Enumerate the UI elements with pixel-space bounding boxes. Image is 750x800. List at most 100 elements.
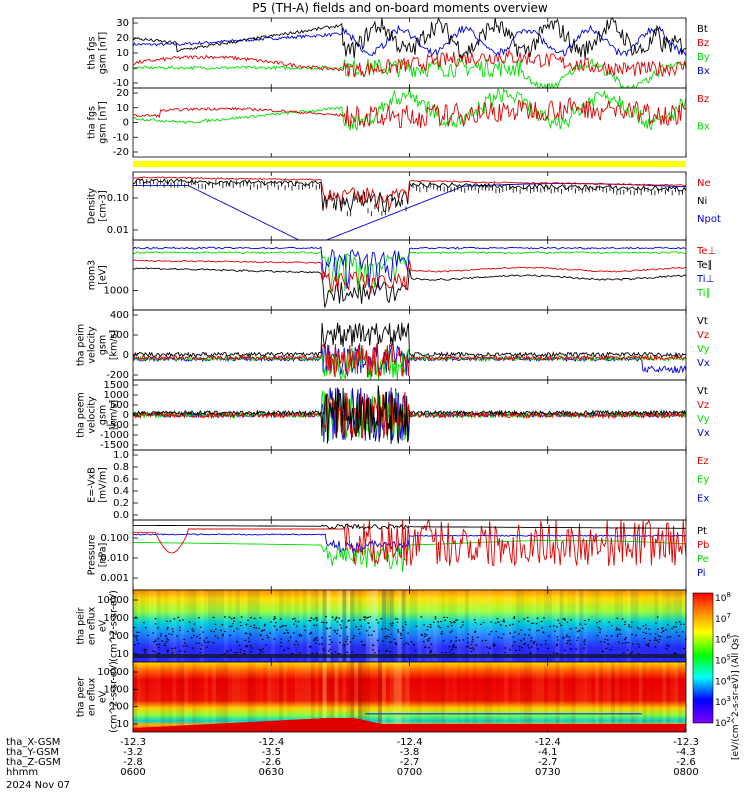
spectrogram-stripe bbox=[152, 662, 157, 732]
spectrogram-stripe bbox=[314, 662, 319, 732]
low-count-pixel bbox=[413, 644, 415, 646]
low-count-pixel bbox=[262, 648, 264, 650]
low-count-pixel bbox=[261, 629, 264, 631]
low-count-pixel bbox=[314, 642, 317, 644]
spectrogram-stripe bbox=[239, 662, 244, 732]
spectrogram-stripe bbox=[338, 590, 343, 662]
low-count-pixel bbox=[399, 632, 402, 634]
spectrogram-stripe bbox=[267, 662, 272, 732]
spectrogram-stripe bbox=[469, 662, 473, 732]
low-count-pixel bbox=[450, 622, 453, 624]
low-count-pixel bbox=[449, 651, 451, 653]
panel-1: 30 20 10 0 -10 tha fgs gsm [nT] Bt Bz By Bx bbox=[87, 16, 710, 90]
low-count-pixel bbox=[654, 646, 657, 648]
low-count-pixel bbox=[390, 633, 392, 635]
low-count-pixel bbox=[509, 649, 511, 651]
low-count-pixel bbox=[173, 618, 176, 620]
low-count-pixel bbox=[599, 641, 602, 643]
y-tick-label: 0 bbox=[123, 118, 129, 129]
series-Vt-line bbox=[132, 322, 686, 358]
low-count-pixel bbox=[339, 641, 341, 644]
low-count-pixel bbox=[323, 621, 325, 624]
low-count-pixel bbox=[293, 644, 296, 646]
ephemeris-value: 0700 bbox=[397, 767, 422, 778]
low-count-pixel bbox=[190, 637, 193, 639]
spectrogram-stripe bbox=[373, 590, 378, 662]
low-count-pixel bbox=[368, 626, 371, 628]
low-count-pixel bbox=[649, 639, 651, 642]
low-count-pixel bbox=[481, 640, 484, 642]
spectrogram-stripe bbox=[346, 662, 351, 732]
low-count-pixel bbox=[182, 619, 184, 621]
low-count-pixel bbox=[152, 650, 154, 652]
low-count-pixel bbox=[270, 621, 272, 623]
low-count-pixel bbox=[346, 638, 348, 640]
spectrogram-stripe bbox=[425, 590, 430, 662]
low-count-pixel bbox=[245, 645, 247, 647]
low-count-pixel bbox=[154, 651, 156, 653]
spectrogram-stripe bbox=[555, 662, 560, 732]
low-count-pixel bbox=[204, 641, 206, 644]
y-tick-label: 20 bbox=[116, 33, 129, 44]
low-count-pixel bbox=[666, 636, 669, 638]
low-count-pixel bbox=[598, 626, 600, 629]
spectrogram-stripe bbox=[476, 590, 481, 662]
spectrogram-stripe bbox=[670, 590, 675, 662]
low-count-pixel bbox=[196, 636, 198, 638]
low-count-pixel bbox=[334, 619, 336, 621]
low-count-pixel bbox=[658, 638, 661, 641]
low-count-pixel bbox=[423, 624, 425, 626]
low-count-pixel bbox=[455, 619, 457, 621]
low-count-pixel bbox=[474, 622, 477, 624]
spectrogram-stripe bbox=[279, 662, 284, 732]
low-count-pixel bbox=[273, 618, 275, 620]
series-Te-line bbox=[133, 267, 687, 308]
series-Bz-line bbox=[132, 96, 687, 129]
spectrogram-stripe bbox=[429, 662, 433, 732]
low-count-pixel bbox=[530, 637, 533, 639]
low-count-pixel bbox=[372, 644, 374, 646]
low-count-pixel bbox=[274, 617, 276, 619]
low-count-pixel bbox=[568, 636, 571, 638]
spectrogram-stripe bbox=[136, 662, 141, 732]
low-count-pixel bbox=[456, 619, 459, 621]
low-count-pixel bbox=[405, 642, 408, 644]
low-count-pixel bbox=[497, 621, 499, 623]
low-count-pixel bbox=[471, 636, 474, 638]
y-axis-label: [mV/m] bbox=[98, 467, 109, 503]
low-count-pixel bbox=[165, 635, 167, 637]
low-count-pixel bbox=[346, 636, 349, 638]
spectrogram-stripe bbox=[370, 662, 374, 732]
low-count-pixel bbox=[249, 625, 252, 627]
series-Bx-line bbox=[132, 87, 687, 132]
low-count-pixel bbox=[648, 643, 650, 645]
low-count-pixel bbox=[364, 616, 366, 618]
spectrogram-stripe bbox=[654, 662, 658, 732]
low-count-pixel bbox=[581, 627, 584, 629]
low-count-pixel bbox=[206, 646, 208, 648]
low-count-pixel bbox=[293, 623, 295, 625]
series-Ne-line bbox=[133, 176, 687, 210]
spectrogram-stripe bbox=[441, 662, 446, 732]
low-count-pixel bbox=[584, 620, 586, 622]
low-count-pixel bbox=[222, 635, 224, 637]
low-count-pixel bbox=[445, 651, 447, 654]
spectrogram-stripe bbox=[271, 662, 276, 732]
low-count-pixel bbox=[655, 622, 657, 624]
low-count-pixel bbox=[293, 617, 296, 620]
low-count-pixel bbox=[488, 648, 491, 650]
low-count-pixel bbox=[462, 624, 464, 626]
low-count-pixel bbox=[596, 622, 598, 624]
legend-Bx-label: Bx bbox=[697, 122, 710, 133]
low-count-pixel bbox=[185, 645, 188, 647]
low-count-pixel bbox=[466, 646, 468, 648]
low-count-pixel bbox=[365, 617, 368, 619]
low-count-pixel bbox=[325, 616, 327, 618]
y-axis-label: (cm^2-s-sr-eV) bbox=[109, 590, 120, 662]
low-count-pixel bbox=[402, 629, 405, 631]
low-count-pixel bbox=[562, 636, 565, 638]
low-count-pixel bbox=[144, 652, 147, 654]
legend-Te-label: Te⊥ bbox=[696, 246, 716, 257]
ephemeris-value: -2.6 bbox=[261, 757, 281, 768]
colorbar-tick-label: 102 bbox=[715, 716, 731, 729]
